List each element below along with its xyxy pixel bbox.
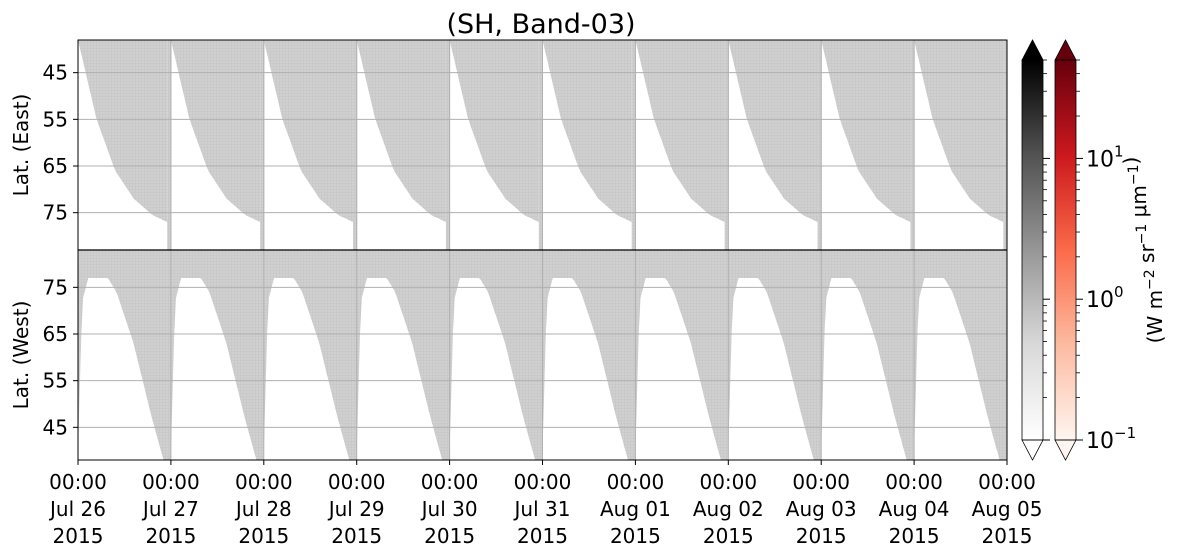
xtick-label-2-1: Jul 28 (234, 497, 292, 521)
xtick-label-4-1: Jul 30 (420, 497, 478, 521)
east-coverage-day-3 (356, 40, 446, 222)
ytick-label-east-3: 75 (43, 201, 68, 225)
xtick-label-1-0: 00:00 (142, 470, 200, 494)
east-coverage-strip-5 (631, 40, 636, 250)
ytick-label-west-0: 75 (43, 275, 68, 299)
xtick-label-7-0: 00:00 (699, 470, 757, 494)
y-ticks-west: 75 65 55 45 (43, 275, 78, 439)
xtick-label-8-0: 00:00 (792, 470, 850, 494)
east-coverage-strip-0 (167, 40, 172, 250)
ytick-label-west-2: 55 (43, 369, 68, 393)
east-coverage-day-6 (635, 40, 725, 222)
west-gap-day-2 (263, 278, 350, 460)
xtick-label-2-2: 2015 (238, 524, 289, 548)
xtick-label-0-2: 2015 (53, 524, 104, 548)
xtick-label-7-2: 2015 (703, 524, 754, 548)
colorbar-red-body (1055, 60, 1076, 440)
east-coverage-strip-6 (724, 40, 729, 250)
west-gap-day-3 (356, 278, 443, 460)
colorbar-red-frame (1054, 59, 1077, 441)
east-coverage-strip-3 (445, 40, 451, 250)
xtick-label-8-2: 2015 (796, 524, 847, 548)
colorbar-gray (1021, 39, 1044, 461)
chart-title: (SH, Band-03) (446, 9, 635, 40)
west-gap-day-8 (821, 278, 907, 460)
xtick-label-6-0: 00:00 (607, 470, 665, 494)
east-coverage-day-0 (78, 40, 168, 222)
west-gap-day-7 (728, 278, 814, 460)
ytick-label-west-3: 45 (43, 415, 68, 439)
east-coverage-day-5 (542, 40, 632, 222)
colorbar-tick-label-0: 101 (1086, 142, 1124, 172)
xtick-label-2-0: 00:00 (235, 470, 293, 494)
xtick-label-1-1: Jul 27 (141, 497, 199, 521)
xtick-label-3-1: Jul 29 (327, 497, 385, 521)
xtick-label-4-2: 2015 (424, 524, 475, 548)
colorbar-gray-extend-max (1021, 39, 1044, 61)
xtick-label-9-1: Aug 04 (879, 497, 950, 521)
east-coverage-day-1 (170, 40, 261, 222)
colorbar-tick-label-1: 100 (1086, 283, 1124, 313)
x-ticks: 00:00 Jul 26 2015 00:00 Jul 27 2015 00:00 Jul 2… (48, 460, 1042, 548)
xtick-label-6-1: Aug 01 (600, 497, 671, 521)
xtick-label-1-2: 2015 (145, 524, 196, 548)
grid-lines (77, 40, 1008, 460)
ytick-label-east-0: 45 (43, 61, 68, 85)
panel-east (78, 40, 1007, 250)
west-gap-day-5 (542, 278, 628, 460)
ytick-label-east-2: 65 (43, 154, 68, 178)
colorbar-ticks: 101 100 10−1 (1043, 59, 1136, 454)
colorbar-red-extend-max (1054, 39, 1077, 61)
west-gap-day-1 (170, 278, 257, 460)
colorbar-tick-label-2: 10−1 (1086, 424, 1136, 454)
y-ticks-east: 45 55 65 75 (43, 61, 78, 225)
west-gap-day-9 (914, 278, 1000, 460)
colorbar-gray-frame (1021, 59, 1044, 441)
east-coverage-day-9 (914, 40, 1004, 222)
xtick-label-6-2: 2015 (610, 524, 661, 548)
xtick-label-5-1: Jul 31 (513, 497, 571, 521)
xtick-label-7-1: Aug 02 (693, 497, 764, 521)
y-axis-label-east: Lat. (East) (9, 94, 33, 197)
xtick-label-10-2: 2015 (982, 524, 1033, 548)
xtick-label-8-1: Aug 03 (786, 497, 857, 521)
east-coverage-strip-7 (817, 40, 822, 250)
colorbar-label: (W m−2 sr−1 μm−1) (1119, 157, 1167, 344)
west-gap-day-6 (635, 278, 721, 460)
west-gap-day-4 (449, 278, 536, 460)
xtick-label-9-2: 2015 (889, 524, 940, 548)
east-coverage-day-4 (449, 40, 539, 222)
east-coverage-day-8 (821, 40, 911, 222)
east-coverage-strip-9 (1003, 40, 1007, 250)
xtick-label-0-0: 00:00 (49, 470, 107, 494)
xtick-label-4-0: 00:00 (421, 470, 479, 494)
west-gap-day-0 (78, 278, 164, 460)
xtick-label-0-1: Jul 26 (48, 497, 106, 521)
east-coverage-day-7 (728, 40, 818, 222)
ytick-label-west-1: 65 (43, 322, 68, 346)
colorbar-gray-body (1022, 60, 1043, 440)
xtick-label-5-2: 2015 (517, 524, 568, 548)
xtick-label-5-0: 00:00 (514, 470, 572, 494)
colorbar-gray-extend-min (1021, 439, 1044, 461)
xtick-label-3-2: 2015 (331, 524, 382, 548)
east-coverage-strip-4 (538, 40, 543, 250)
xtick-label-9-0: 00:00 (885, 470, 943, 494)
east-coverage-strip-2 (353, 40, 358, 250)
xtick-label-3-0: 00:00 (328, 470, 386, 494)
ytick-label-east-1: 55 (43, 107, 68, 131)
xtick-label-10-0: 00:00 (978, 470, 1036, 494)
colorbar-red (1054, 39, 1077, 461)
east-coverage-strip-8 (910, 40, 915, 250)
colorbar-red-extend-min (1054, 439, 1077, 461)
east-coverage-strip-1 (260, 40, 265, 250)
xtick-label-10-1: Aug 05 (972, 497, 1043, 521)
y-axis-label-west: Lat. (West) (9, 301, 33, 410)
east-coverage-day-2 (263, 40, 353, 222)
